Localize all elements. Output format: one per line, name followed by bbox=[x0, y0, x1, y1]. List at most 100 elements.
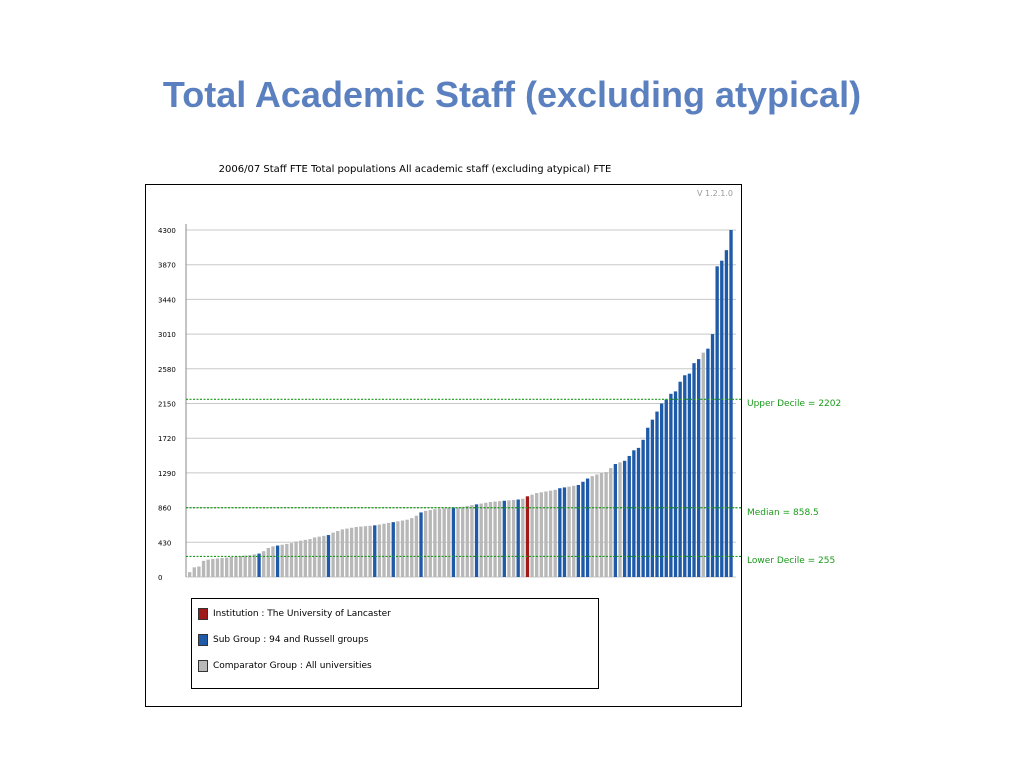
bar bbox=[683, 375, 687, 577]
bar bbox=[553, 489, 557, 577]
bar bbox=[493, 501, 497, 577]
bar bbox=[299, 540, 303, 577]
bar bbox=[581, 481, 585, 577]
bar bbox=[197, 566, 201, 577]
y-tick-label: 0 bbox=[158, 574, 162, 582]
bar bbox=[470, 505, 474, 577]
bar bbox=[215, 558, 220, 577]
bar bbox=[701, 352, 705, 577]
bar bbox=[641, 439, 645, 577]
bar bbox=[521, 498, 525, 577]
bar bbox=[479, 503, 483, 577]
bar bbox=[312, 537, 317, 577]
bar bbox=[474, 504, 479, 577]
legend-swatch-comparator bbox=[198, 660, 208, 672]
bar bbox=[345, 528, 349, 577]
bar bbox=[211, 558, 215, 577]
bar bbox=[248, 555, 252, 577]
bar bbox=[363, 526, 368, 577]
bar bbox=[331, 532, 335, 577]
y-tick-label: 2580 bbox=[158, 366, 176, 374]
bar bbox=[627, 455, 631, 577]
median-label: Median = 858.5 bbox=[747, 507, 819, 518]
bar bbox=[558, 488, 562, 577]
bar bbox=[715, 266, 719, 577]
bar bbox=[349, 527, 354, 577]
bar bbox=[377, 524, 382, 577]
bar bbox=[257, 553, 261, 577]
y-tick-label: 1720 bbox=[158, 435, 176, 443]
bar bbox=[225, 557, 229, 577]
bar bbox=[692, 363, 696, 577]
bar bbox=[234, 556, 238, 577]
bar bbox=[414, 515, 419, 577]
bar bbox=[405, 519, 409, 577]
bar bbox=[456, 507, 460, 577]
bar bbox=[433, 509, 437, 577]
y-tick-label: 3440 bbox=[158, 296, 176, 304]
bar bbox=[655, 411, 659, 577]
bar bbox=[354, 526, 358, 577]
bar bbox=[220, 558, 224, 577]
bar bbox=[562, 487, 567, 577]
y-tick-label: 4300 bbox=[158, 227, 176, 235]
bar bbox=[266, 547, 270, 577]
bar bbox=[687, 373, 692, 577]
bar bbox=[488, 501, 493, 577]
y-tick-label: 2150 bbox=[158, 401, 176, 409]
legend-swatch-institution bbox=[198, 608, 208, 620]
bar bbox=[229, 556, 233, 577]
chart-legend: Institution : The University of Lancaste… bbox=[191, 598, 599, 689]
bar bbox=[303, 539, 308, 577]
bar bbox=[613, 464, 618, 577]
bar bbox=[669, 393, 673, 577]
bar bbox=[289, 543, 294, 577]
bar bbox=[590, 476, 594, 577]
bar bbox=[271, 546, 275, 577]
bar bbox=[632, 450, 636, 577]
bar bbox=[451, 507, 456, 577]
chart-title: 2006/07 Staff FTE Total populations All … bbox=[218, 164, 612, 175]
chart-frame: V 1.2.1.0 4300 3870 3440 3010 2580 2150 1720 12… bbox=[145, 184, 742, 707]
bar bbox=[382, 523, 386, 577]
bar bbox=[447, 508, 451, 577]
bar bbox=[336, 531, 340, 577]
bar bbox=[595, 474, 599, 577]
bar bbox=[706, 348, 710, 577]
bar bbox=[201, 560, 206, 577]
bar bbox=[386, 522, 391, 577]
bar bbox=[400, 520, 405, 577]
y-tick-label: 430 bbox=[158, 539, 171, 547]
bar bbox=[664, 399, 668, 577]
bar bbox=[188, 572, 192, 577]
bar bbox=[396, 521, 400, 577]
bar bbox=[572, 485, 576, 577]
bar bbox=[280, 544, 284, 577]
bar bbox=[461, 506, 465, 577]
bar bbox=[340, 529, 345, 577]
bar bbox=[650, 419, 655, 577]
bar bbox=[544, 491, 548, 577]
bar bbox=[724, 250, 729, 578]
bar bbox=[252, 554, 257, 577]
bar bbox=[484, 502, 488, 577]
bar bbox=[646, 427, 650, 577]
bar bbox=[507, 500, 511, 577]
legend-swatch-subgroup bbox=[198, 634, 208, 646]
legend-label-subgroup: Sub Group : 94 and Russell groups bbox=[213, 635, 369, 645]
upper-decile-label: Upper Decile = 2202 bbox=[747, 399, 842, 410]
bar bbox=[530, 494, 534, 577]
bar bbox=[368, 525, 372, 577]
bar bbox=[465, 505, 469, 577]
bar bbox=[243, 555, 247, 577]
bar bbox=[428, 510, 432, 577]
bar bbox=[696, 359, 701, 577]
bar bbox=[585, 478, 590, 577]
bar bbox=[720, 260, 724, 577]
bar bbox=[729, 230, 733, 577]
y-tick-label: 3870 bbox=[158, 262, 176, 270]
bar bbox=[192, 567, 196, 577]
bar bbox=[373, 525, 377, 577]
bar bbox=[710, 334, 715, 577]
y-tick-label: 860 bbox=[158, 505, 171, 513]
